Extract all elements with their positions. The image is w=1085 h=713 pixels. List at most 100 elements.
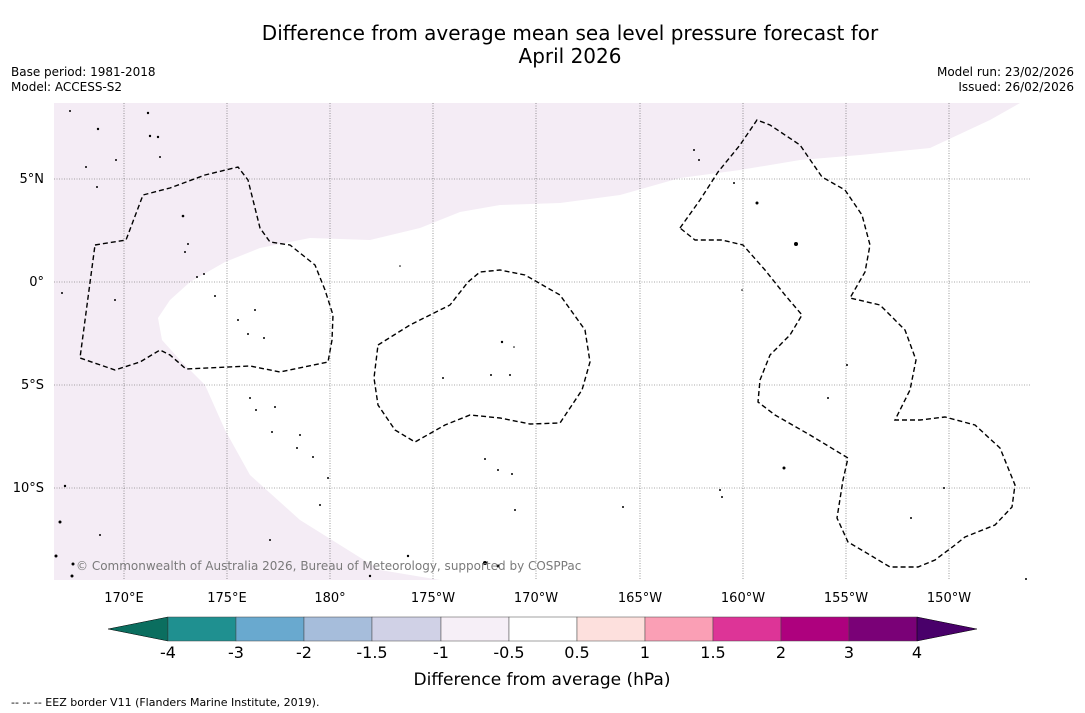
issued-date: Issued: 26/02/2026 (958, 80, 1074, 94)
colorbar-segment (167, 616, 237, 642)
island (247, 333, 249, 335)
colorbar-segment (440, 616, 510, 642)
island (71, 562, 75, 566)
colorbar-segment (371, 616, 442, 642)
island (263, 337, 265, 339)
colorbar-tick: 0.5 (564, 643, 589, 662)
island (500, 340, 504, 344)
island (442, 377, 444, 379)
colorbar-segment (848, 616, 918, 642)
island (741, 289, 743, 291)
lon-label: 160°W (721, 591, 765, 606)
lon-label: 175°E (207, 591, 247, 606)
lat-label: 10°S (13, 481, 44, 496)
island (203, 273, 205, 275)
colorbar-label: Difference from average (hPa) (414, 670, 671, 690)
island (271, 431, 273, 433)
colorbar-tick: -2 (296, 643, 312, 662)
colorbar-tick: 2 (776, 643, 786, 662)
map-panel: 5°N 0° 5°S 10°S 170°E 175°E 180° 175°W 1… (13, 103, 1031, 606)
island (910, 517, 912, 519)
island (514, 509, 516, 511)
island (96, 186, 98, 188)
island (721, 496, 723, 498)
colorbar-segment (303, 616, 373, 642)
colorbar-ticks: -4 -3 -2 -1.5 -1 -0.5 0.5 1 1.5 2 3 4 (160, 643, 922, 662)
island (698, 159, 700, 161)
copyright-notice: © Commonwealth of Australia 2026, Bureau… (76, 559, 581, 573)
graticule (54, 103, 1031, 580)
island (187, 243, 189, 245)
island (70, 574, 74, 578)
meta-right: Model run: 23/02/2026 Issued: 26/02/2026 (937, 65, 1074, 95)
longitude-labels: 170°E 175°E 180° 175°W 170°W 165°W 160°W… (104, 591, 971, 606)
colorbar-tick: 3 (844, 643, 854, 662)
island (69, 110, 71, 112)
island (196, 276, 198, 278)
colorbar-tick: 4 (912, 643, 922, 662)
island (1025, 578, 1027, 580)
model-name: Model: ACCESS-S2 (11, 80, 123, 94)
island (61, 292, 63, 294)
island (156, 135, 160, 139)
island (58, 520, 62, 524)
island (733, 182, 735, 184)
lat-label: 5°N (20, 172, 45, 187)
eez-borders (79, 119, 1016, 568)
island (622, 506, 624, 508)
eez-kiribati-line (679, 119, 1016, 568)
island (827, 397, 829, 399)
colorbar-tick: -4 (160, 643, 176, 662)
model-run: Model run: 23/02/2026 (936, 65, 1074, 79)
island (327, 477, 329, 479)
title-line-2: April 2026 (518, 44, 622, 68)
island (319, 504, 321, 506)
island (490, 374, 492, 376)
colorbar-tick: -0.5 (493, 643, 524, 662)
colorbar-tick: 1.5 (700, 643, 725, 662)
island (483, 561, 487, 565)
island (269, 539, 271, 541)
island (513, 346, 515, 348)
island (296, 447, 298, 449)
colorbar-tick: -1.5 (356, 643, 387, 662)
colorbar-tick: -1 (433, 643, 449, 662)
eez-footnote: -- -- -- EEZ border V11 (Flanders Marine… (11, 696, 320, 709)
island (115, 159, 117, 161)
island (943, 487, 945, 489)
eez-kiribati-phoenix (373, 269, 591, 443)
island (181, 214, 185, 218)
island (406, 554, 410, 558)
island (399, 265, 401, 267)
shade-region-west (54, 103, 1020, 580)
lon-label: 150°W (927, 591, 971, 606)
lat-label: 0° (29, 275, 44, 290)
island (96, 127, 100, 131)
island (719, 489, 721, 491)
island (511, 473, 513, 475)
island (255, 409, 257, 411)
colorbar-arrow-high (916, 616, 978, 642)
colorbar-segment (644, 616, 714, 642)
colorbar-tick: 1 (640, 643, 650, 662)
eez-kiribati-gilbert (79, 166, 334, 373)
island (146, 111, 150, 115)
title-line-1: Difference from average mean sea level p… (261, 21, 879, 45)
lon-label: 170°E (104, 591, 144, 606)
island (509, 374, 511, 376)
lon-label: 155°W (824, 591, 868, 606)
island (85, 166, 87, 168)
island (184, 251, 186, 253)
island (755, 201, 759, 205)
island (312, 456, 314, 458)
lon-label: 170°W (514, 591, 558, 606)
colorbar-segment (576, 616, 646, 642)
meta-left: Base period: 1981-2018 Model: ACCESS-S2 (11, 65, 156, 95)
chart-title: Difference from average mean sea level p… (0, 22, 1085, 68)
lat-label: 5°S (21, 378, 44, 393)
island (237, 319, 239, 321)
island (114, 299, 116, 301)
islands (54, 110, 1027, 580)
lon-label: 165°W (618, 591, 662, 606)
